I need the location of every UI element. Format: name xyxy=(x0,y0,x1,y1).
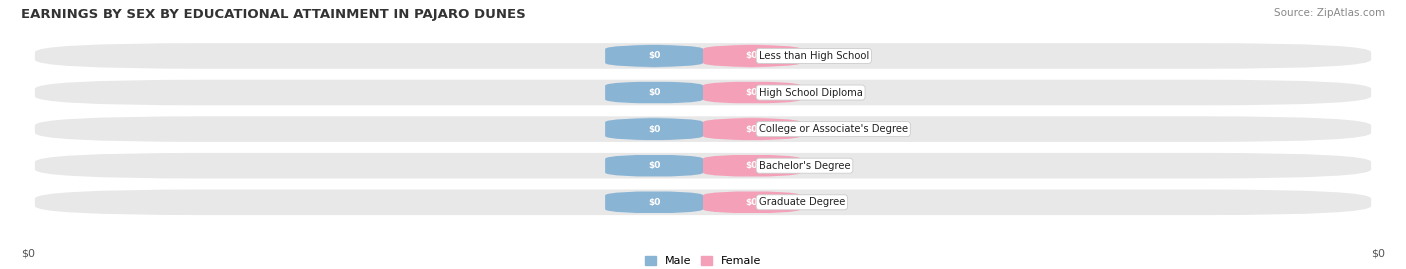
Text: $0: $0 xyxy=(21,248,35,258)
FancyBboxPatch shape xyxy=(703,191,801,214)
Legend: Male, Female: Male, Female xyxy=(645,256,761,266)
FancyBboxPatch shape xyxy=(605,118,703,140)
Text: Bachelor's Degree: Bachelor's Degree xyxy=(759,161,851,171)
FancyBboxPatch shape xyxy=(703,45,801,67)
Text: $0: $0 xyxy=(745,125,758,134)
FancyBboxPatch shape xyxy=(605,154,703,177)
FancyBboxPatch shape xyxy=(605,81,703,104)
Text: Less than High School: Less than High School xyxy=(759,51,869,61)
FancyBboxPatch shape xyxy=(35,189,1371,215)
Text: $0: $0 xyxy=(648,88,661,97)
FancyBboxPatch shape xyxy=(35,80,1371,105)
Text: EARNINGS BY SEX BY EDUCATIONAL ATTAINMENT IN PAJARO DUNES: EARNINGS BY SEX BY EDUCATIONAL ATTAINMEN… xyxy=(21,8,526,21)
Text: $0: $0 xyxy=(745,198,758,207)
FancyBboxPatch shape xyxy=(35,153,1371,179)
Text: Graduate Degree: Graduate Degree xyxy=(759,197,845,207)
FancyBboxPatch shape xyxy=(605,45,703,67)
Text: $0: $0 xyxy=(1371,248,1385,258)
Text: Source: ZipAtlas.com: Source: ZipAtlas.com xyxy=(1274,8,1385,18)
Text: $0: $0 xyxy=(745,51,758,61)
FancyBboxPatch shape xyxy=(35,43,1371,69)
FancyBboxPatch shape xyxy=(703,81,801,104)
Text: $0: $0 xyxy=(745,88,758,97)
Text: $0: $0 xyxy=(648,125,661,134)
Text: College or Associate's Degree: College or Associate's Degree xyxy=(759,124,908,134)
Text: $0: $0 xyxy=(648,161,661,170)
Text: $0: $0 xyxy=(648,51,661,61)
FancyBboxPatch shape xyxy=(35,116,1371,142)
Text: $0: $0 xyxy=(648,198,661,207)
FancyBboxPatch shape xyxy=(605,191,703,214)
FancyBboxPatch shape xyxy=(703,118,801,140)
FancyBboxPatch shape xyxy=(703,154,801,177)
Text: High School Diploma: High School Diploma xyxy=(759,87,862,98)
Text: $0: $0 xyxy=(745,161,758,170)
